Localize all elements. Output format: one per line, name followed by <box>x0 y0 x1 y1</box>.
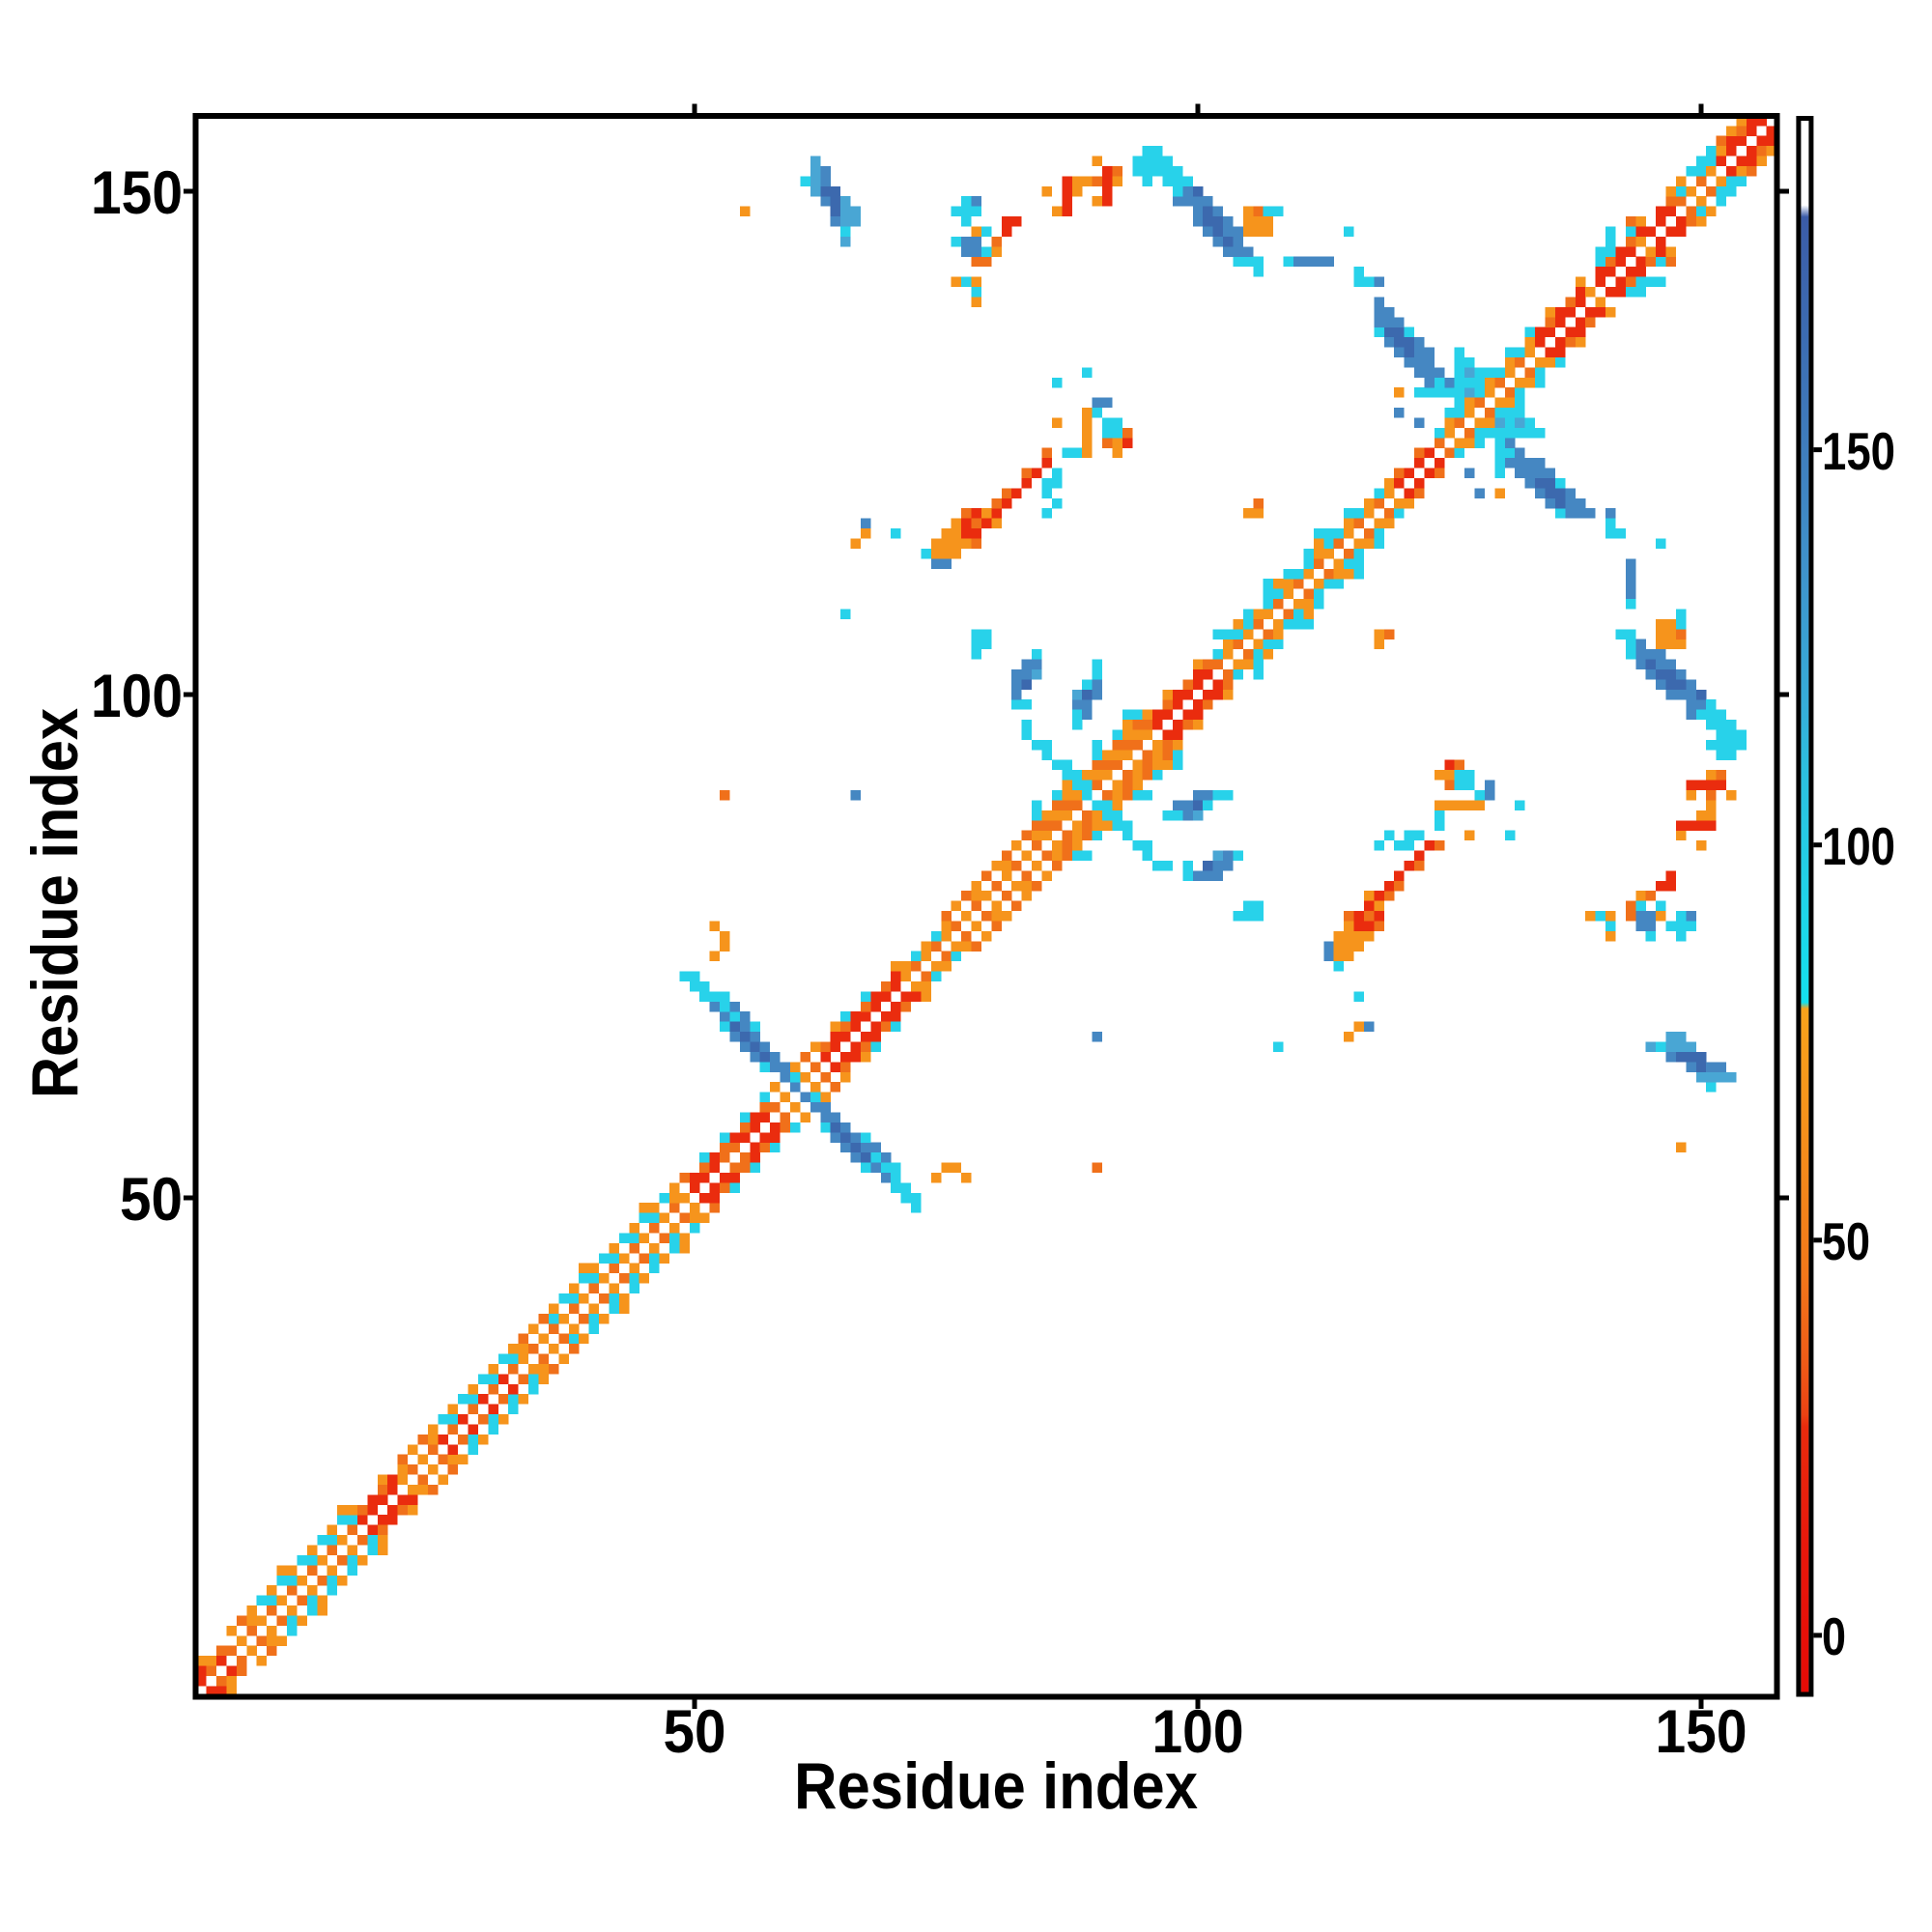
svg-text:150: 150 <box>1656 1698 1747 1766</box>
svg-text:50: 50 <box>120 1166 183 1234</box>
svg-text:50: 50 <box>664 1698 726 1766</box>
svg-text:0: 0 <box>1822 1606 1846 1666</box>
svg-text:Residue index: Residue index <box>794 1749 1198 1823</box>
svg-text:50: 50 <box>1822 1211 1870 1271</box>
svg-text:Residue index: Residue index <box>18 708 92 1098</box>
svg-text:150: 150 <box>91 159 183 227</box>
svg-text:150: 150 <box>1822 421 1895 481</box>
svg-text:100: 100 <box>1152 1698 1244 1766</box>
svg-text:100: 100 <box>1822 816 1895 876</box>
svg-text:100: 100 <box>91 663 183 730</box>
